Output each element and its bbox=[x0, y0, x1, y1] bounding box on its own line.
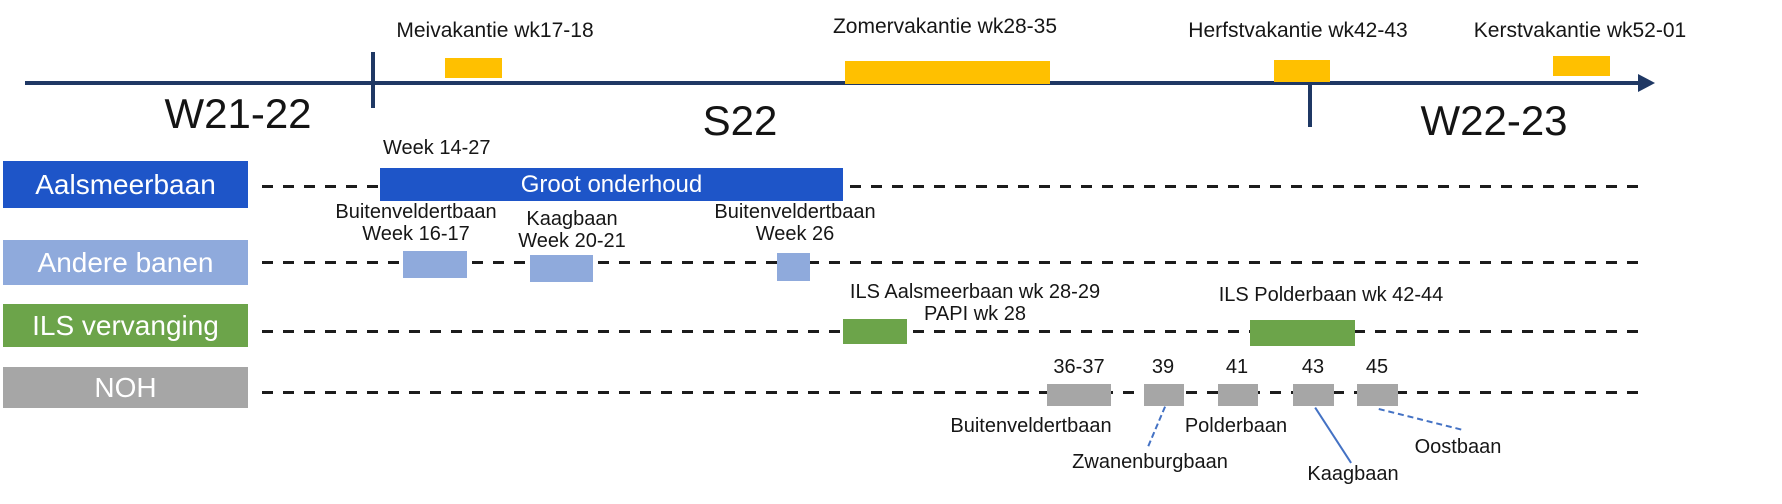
row-line-ils-vervanging bbox=[262, 330, 1645, 333]
bar-noh-45 bbox=[1357, 384, 1398, 406]
row-label-aalsmeerbaan: Aalsmeerbaan bbox=[3, 161, 248, 208]
label-ils-polderbaan: ILS Polderbaan wk 42-44 bbox=[1218, 284, 1444, 306]
timeline-axis bbox=[25, 81, 1641, 85]
bar-groot-onderhoud-text: Groot onderhoud bbox=[520, 170, 703, 198]
week-label-36-37: 36-37 bbox=[1053, 356, 1105, 378]
vacation-bar-meivakantie bbox=[445, 58, 502, 78]
season-label-w21-22: W21-22 bbox=[164, 90, 312, 137]
bar-buitenveldertbaan-wk26 bbox=[777, 253, 810, 281]
timeline-tick-season-1 bbox=[371, 52, 375, 108]
row-label-noh: NOH bbox=[3, 367, 248, 408]
row-line-noh bbox=[262, 391, 1645, 394]
timeline-arrow-icon bbox=[1638, 74, 1655, 92]
ils-caption-line2: PAPI wk 28 bbox=[924, 303, 1026, 325]
week-label-41: 41 bbox=[1225, 356, 1249, 378]
week-label-43: 43 bbox=[1301, 356, 1325, 378]
season-label-s22: S22 bbox=[702, 97, 778, 144]
vacation-label-herfstvakantie: Herfstvakantie wk42-43 bbox=[1188, 19, 1408, 42]
week-range: Week 26 bbox=[755, 223, 835, 245]
bar-noh-41 bbox=[1218, 384, 1258, 406]
bar-buitenveldertbaan-wk16-17 bbox=[403, 251, 467, 278]
row-line-aalsmeerbaan bbox=[262, 185, 1645, 188]
connector-oostbaan bbox=[1378, 408, 1462, 431]
vacation-label-zomervakantie: Zomervakantie wk28-35 bbox=[832, 15, 1058, 38]
ils-caption-line1: ILS Aalsmeerbaan wk 28-29 bbox=[849, 281, 1101, 303]
bar-noh-36-37 bbox=[1047, 384, 1111, 406]
timeline-tick-season-2 bbox=[1308, 84, 1312, 127]
week-label-45: 45 bbox=[1365, 356, 1389, 378]
runway-label-oostbaan: Oostbaan bbox=[1414, 436, 1502, 458]
row-label-ils-vervanging: ILS vervanging bbox=[3, 304, 248, 347]
runway-label-zwanenburgbaan: Zwanenburgbaan bbox=[1072, 451, 1228, 473]
vacation-bar-zomervakantie bbox=[845, 61, 1050, 84]
vacation-bar-kerstvakantie bbox=[1553, 56, 1610, 76]
runway-label-polderbaan: Polderbaan bbox=[1184, 415, 1288, 437]
vacation-bar-herfstvakantie bbox=[1274, 60, 1330, 82]
season-label-w22-23: W22-23 bbox=[1420, 97, 1568, 144]
label-buitenveldertbaan-wk16-17: Buitenveldertbaan Week 16-17 bbox=[316, 201, 516, 245]
runway-label-kaagbaan: Kaagbaan bbox=[1307, 463, 1399, 485]
runway-label-buitenveldertbaan: Buitenveldertbaan bbox=[950, 415, 1112, 437]
runway-name: Buitenveldertbaan bbox=[714, 201, 876, 223]
row-line-andere-banen bbox=[262, 261, 1645, 264]
vacation-label-kerstvakantie: Kerstvakantie wk52-01 bbox=[1473, 19, 1687, 42]
bar-groot-onderhoud: Groot onderhoud bbox=[380, 168, 843, 201]
bar-noh-39 bbox=[1144, 384, 1184, 406]
row-label-andere-banen: Andere banen bbox=[3, 240, 248, 285]
label-kaagbaan-wk20-21: Kaagbaan Week 20-21 bbox=[472, 208, 672, 252]
week-range: Week 20-21 bbox=[518, 230, 626, 252]
label-buitenveldertbaan-wk26: Buitenveldertbaan Week 26 bbox=[695, 201, 895, 245]
runway-name: Buitenveldertbaan bbox=[335, 201, 497, 223]
bar-kaagbaan-wk20-21 bbox=[530, 255, 593, 282]
vacation-label-meivakantie: Meivakantie wk17-18 bbox=[396, 19, 594, 42]
label-ils-aalsmeerbaan: ILS Aalsmeerbaan wk 28-29 PAPI wk 28 bbox=[815, 281, 1135, 325]
week-label-39: 39 bbox=[1151, 356, 1175, 378]
bar-ils-polderbaan bbox=[1250, 320, 1355, 346]
bar-ils-aalsmeerbaan bbox=[843, 319, 907, 344]
bar-noh-43 bbox=[1293, 384, 1334, 406]
week-range: Week 16-17 bbox=[362, 223, 470, 245]
bar-caption-week-14-27: Week 14-27 bbox=[383, 137, 491, 159]
runway-name: Kaagbaan bbox=[526, 208, 618, 230]
